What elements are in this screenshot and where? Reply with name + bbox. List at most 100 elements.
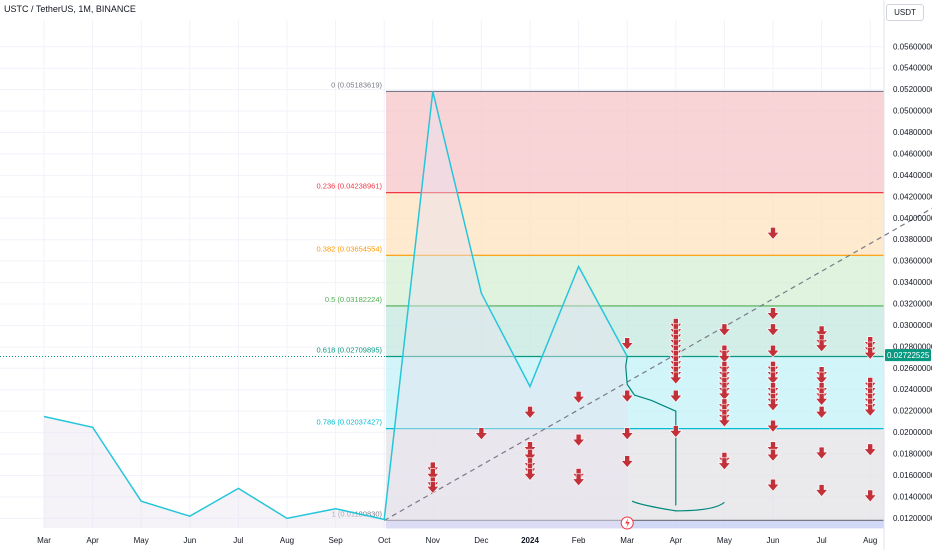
price-tick-label: 0.03200000	[893, 300, 932, 309]
down-arrow-marker[interactable]	[766, 307, 780, 321]
down-arrow-marker[interactable]	[426, 461, 440, 475]
down-arrow-marker[interactable]	[766, 478, 780, 492]
event-marker[interactable]	[620, 516, 634, 530]
currency-button[interactable]: USDT	[886, 4, 924, 21]
down-arrow-marker[interactable]	[814, 325, 829, 339]
time-tick-label: Mar	[37, 536, 51, 545]
down-arrow-marker[interactable]	[620, 389, 634, 403]
price-area	[44, 91, 628, 529]
down-arrow-marker[interactable]	[669, 389, 683, 403]
time-tick-label: May	[134, 536, 149, 545]
time-tick-label: Jul	[816, 536, 826, 545]
down-arrow-marker[interactable]	[766, 227, 780, 240]
down-arrow-marker[interactable]	[766, 419, 780, 433]
price-tick-label: 0.02000000	[893, 428, 932, 437]
down-arrow-marker[interactable]	[717, 323, 732, 337]
time-tick-label: Feb	[572, 536, 586, 545]
down-arrow-marker[interactable]	[863, 347, 877, 360]
fib-level-label: 0.236 (0.04238961)	[317, 182, 383, 191]
price-tick-label: 0.04800000	[893, 128, 932, 137]
down-arrow-marker[interactable]	[523, 448, 537, 462]
projection-curve[interactable]	[625, 356, 677, 506]
down-arrow-marker[interactable]	[863, 443, 877, 457]
price-tick-label: 0.04600000	[893, 149, 932, 158]
price-tick-label: 0.04400000	[893, 171, 932, 180]
down-arrow-marker[interactable]	[571, 473, 586, 487]
price-tick-label: 0.04000000	[893, 214, 932, 223]
down-arrow-marker[interactable]	[766, 323, 780, 337]
time-tick-label: Sep	[328, 536, 343, 545]
price-tick-label: 0.02800000	[893, 342, 932, 351]
down-arrow-marker[interactable]	[426, 481, 440, 494]
down-arrow-marker[interactable]	[571, 391, 586, 404]
down-arrow-marker[interactable]	[717, 387, 732, 401]
trend-line[interactable]	[383, 207, 932, 522]
price-tick-label: 0.03800000	[893, 235, 932, 244]
down-arrow-marker[interactable]	[863, 489, 877, 503]
price-series-line	[43, 91, 628, 521]
down-arrow-marker[interactable]	[717, 350, 732, 364]
fib-level-label: 0.382 (0.03654554)	[317, 244, 383, 253]
down-arrow-marker[interactable]	[814, 393, 829, 406]
time-axis[interactable]: Mar Apr May Jun Jul Aug Sep Oct Nov Dec 2024 Feb Mar…	[37, 516, 877, 545]
down-arrow-marker[interactable]	[669, 371, 683, 385]
down-arrow-marker[interactable]	[620, 427, 634, 441]
down-arrow-marker[interactable]	[814, 406, 829, 419]
price-tick-label: 0.02600000	[893, 364, 932, 373]
fib-retracement[interactable]: 0 (0.05183619) 0.236 (0.04238961) 0.382 (0…	[0, 80, 884, 529]
down-arrow-marker[interactable]	[426, 468, 440, 481]
dashed-trend-line[interactable]	[383, 207, 932, 522]
down-arrow-marker[interactable]	[814, 371, 829, 385]
price-tick-label: 0.05200000	[893, 85, 932, 94]
fib-zone-extension	[386, 520, 884, 529]
price-tick-label: 0.01800000	[893, 450, 932, 459]
down-arrow-marker[interactable]	[523, 406, 537, 419]
time-tick-label: Mar	[620, 536, 634, 545]
down-arrow-marker[interactable]	[620, 337, 634, 351]
fib-zone	[386, 255, 884, 306]
down-arrow-marker[interactable]	[766, 398, 780, 412]
down-arrow-marker[interactable]	[814, 484, 829, 498]
price-tick-label: 0.05600000	[893, 42, 932, 51]
down-arrow-marker[interactable]	[523, 441, 537, 455]
projection-drawing[interactable]	[625, 356, 725, 512]
price-axis[interactable]: 0.01200000 0.01400000 0.01600000 0.01800000…	[883, 0, 932, 550]
down-arrow-marker[interactable]	[766, 448, 780, 462]
time-tick-label: Apr	[86, 536, 99, 545]
current-price-label: 0.02722525	[887, 351, 930, 360]
down-arrow-marker[interactable]	[814, 446, 829, 460]
down-arrow-marker[interactable]	[620, 455, 634, 469]
time-tick-label: Aug	[863, 536, 877, 545]
fib-zone	[386, 428, 884, 521]
down-arrow-marker[interactable]	[863, 403, 877, 417]
arrow-markers[interactable]	[426, 227, 877, 503]
price-tick-label: 0.01400000	[893, 492, 932, 501]
down-arrow-marker[interactable]	[766, 371, 780, 385]
time-tick-label: Apr	[670, 536, 683, 545]
down-arrow-marker[interactable]	[814, 339, 829, 353]
down-arrow-marker[interactable]	[474, 427, 489, 441]
price-tick-label: 0.01600000	[893, 471, 932, 480]
fib-level-label: 0.5 (0.03182224)	[325, 295, 383, 304]
brace-curve[interactable]	[631, 500, 725, 512]
time-tick-label: Dec	[474, 536, 488, 545]
down-arrow-marker[interactable]	[766, 441, 780, 455]
down-arrow-marker[interactable]	[523, 468, 537, 481]
fib-zone	[386, 356, 884, 429]
down-arrow-marker[interactable]	[571, 433, 586, 447]
down-arrow-marker[interactable]	[766, 344, 780, 358]
symbol-title: USTC / TetherUS, 1M, BINANCE	[4, 4, 136, 14]
price-tick-label: 0.02400000	[893, 385, 932, 394]
price-area-fill	[44, 91, 628, 529]
down-arrow-marker[interactable]	[669, 425, 683, 439]
price-tick-label: 0.05400000	[893, 64, 932, 73]
fib-level-label: 0.786 (0.02037427)	[317, 418, 383, 427]
current-price-tag	[885, 349, 931, 362]
down-arrow-marker[interactable]	[717, 457, 732, 471]
time-tick-label: Jul	[233, 536, 243, 545]
down-arrow-marker[interactable]	[717, 414, 732, 428]
price-tick-label: 0.02200000	[893, 407, 932, 416]
fib-zone	[386, 91, 884, 193]
time-tick-label: Oct	[378, 536, 391, 545]
